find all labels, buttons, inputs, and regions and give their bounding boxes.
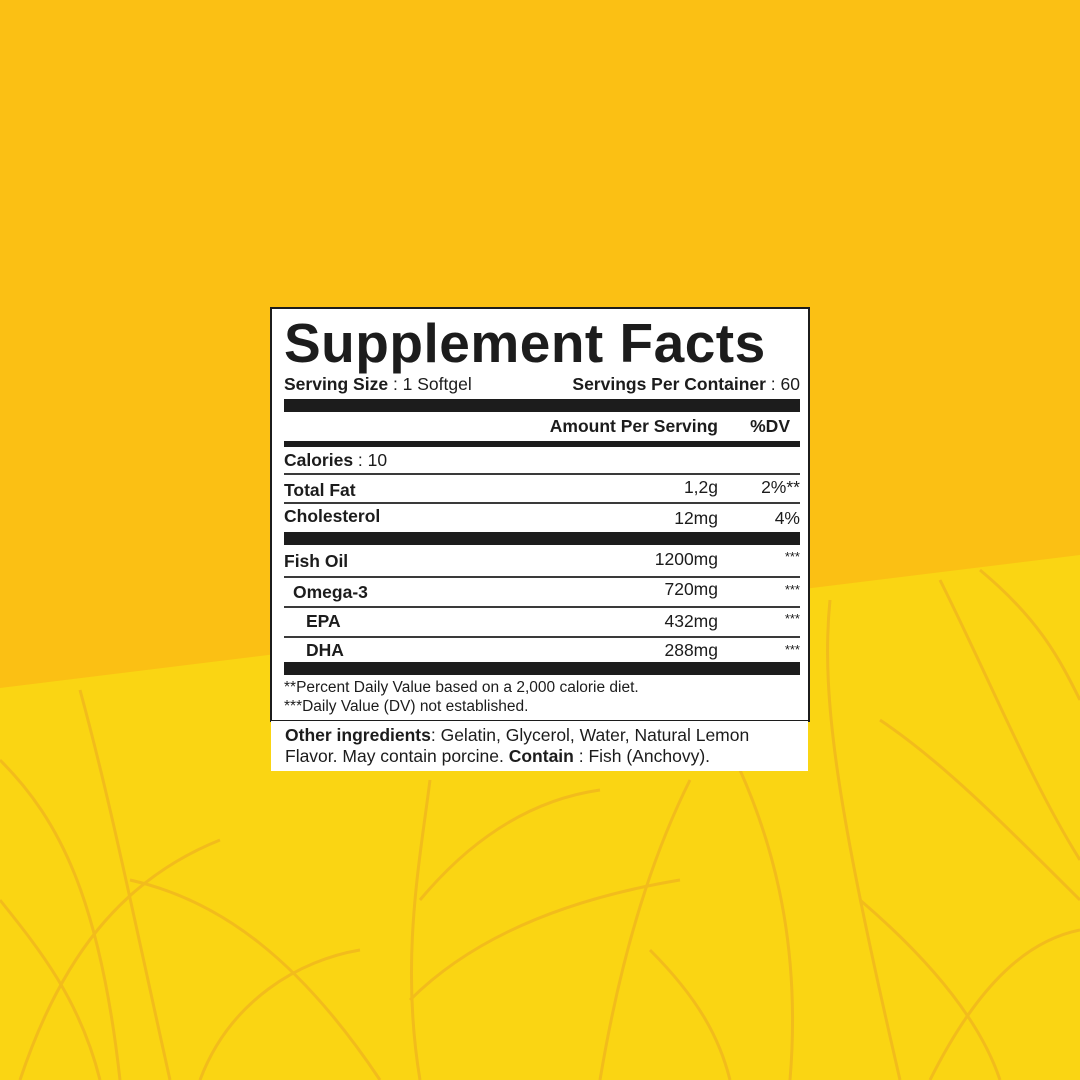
contain-label: Contain (508, 746, 574, 766)
ingredients-line-2: Flavor. May contain porcine. Contain : F… (285, 746, 710, 767)
calories: Calories : 10 (284, 450, 387, 471)
footnote-dv-not-established: ***Daily Value (DV) not established. (284, 698, 529, 715)
servings-value: : 60 (765, 374, 800, 394)
footnote-dv-basis: **Percent Daily Value based on a 2,000 c… (284, 679, 639, 696)
row-amount: 12mg (674, 508, 718, 528)
row-name: Fish Oil (284, 551, 349, 571)
row-dv: 2%** (761, 477, 800, 497)
panel-title: Supplement Facts (284, 312, 766, 374)
row-dv: *** (784, 549, 800, 564)
row-name: Total Fat (284, 480, 356, 500)
servings-label: Servings Per Container (572, 374, 766, 394)
ingredients-line-1: Other ingredients: Gelatin, Glycerol, Wa… (285, 725, 749, 746)
row-name: EPA (306, 611, 341, 631)
row-amount: 288mg (664, 640, 718, 660)
medium-divider (284, 441, 800, 447)
row-dv: *** (784, 642, 800, 657)
calories-label: Calories (284, 450, 354, 470)
serving-size-label: Serving Size (284, 374, 389, 394)
row-amount: 1,2g (683, 477, 718, 497)
col-dv-header: %DV (750, 416, 790, 436)
row-name: DHA (306, 640, 344, 660)
leaf-pattern (0, 568, 1080, 1080)
thick-divider (284, 399, 800, 412)
row-name: Omega-3 (293, 582, 368, 602)
row-amount: 1200mg (654, 549, 718, 569)
row-divider (284, 606, 800, 608)
serving-size: Serving Size : 1 Softgel (284, 374, 472, 395)
row-divider (284, 502, 800, 504)
col-amount-header: Amount Per Serving (549, 416, 718, 436)
row-name: Cholesterol (284, 506, 381, 526)
row-dv: 4% (774, 508, 800, 528)
contain-value: : Fish (Anchovy). (573, 746, 711, 766)
ingredients-label: Other ingredients (285, 725, 431, 745)
calories-value: : 10 (353, 450, 388, 470)
thick-divider (284, 662, 800, 675)
row-divider (284, 576, 800, 578)
row-divider (284, 636, 800, 638)
row-dv: *** (784, 611, 800, 626)
supplement-facts-panel: Supplement Facts Serving Size : 1 Softge… (270, 307, 810, 722)
ingredients-text-2: Flavor. May contain porcine. (285, 746, 509, 766)
ingredients-text: : Gelatin, Glycerol, Water, Natural Lemo… (430, 725, 750, 745)
thick-divider (284, 532, 800, 545)
row-amount: 720mg (664, 579, 718, 599)
serving-size-value: : 1 Softgel (388, 374, 472, 394)
other-ingredients: Other ingredients: Gelatin, Glycerol, Wa… (271, 721, 808, 771)
servings-per-container: Servings Per Container : 60 (572, 374, 800, 395)
row-amount: 432mg (664, 611, 718, 631)
row-dv: *** (784, 582, 800, 597)
row-divider (284, 473, 800, 475)
